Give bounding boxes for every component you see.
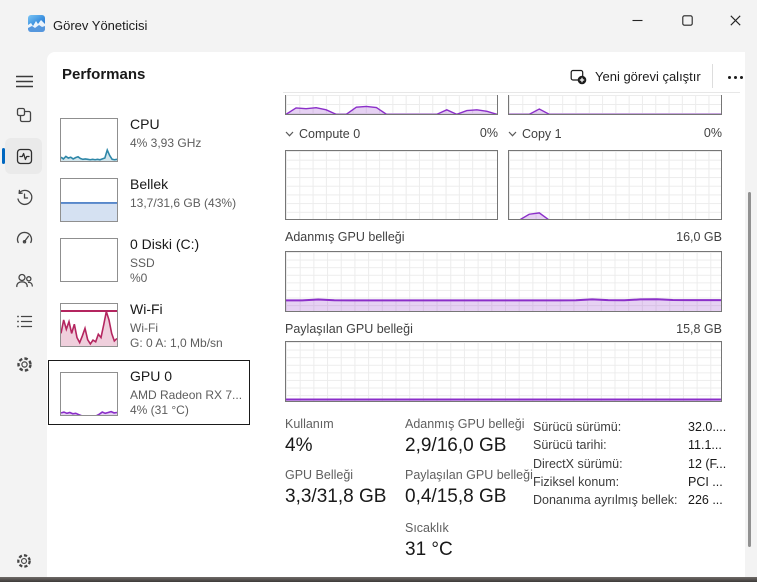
- chevron-down-icon[interactable]: [285, 131, 294, 137]
- directx-label: DirectX sürümü:: [533, 457, 623, 471]
- shared-memory-chart: [285, 341, 722, 402]
- wifi-thumbnail-chart: [60, 303, 118, 347]
- memory-subtext: 13,7/31,6 GB (43%): [130, 196, 237, 210]
- settings-button[interactable]: [9, 546, 39, 576]
- vertical-scrollbar[interactable]: [748, 192, 751, 547]
- wifi-title: Wi-Fi: [130, 301, 163, 317]
- dedicated-stat-value: 2,9/16,0 GB: [405, 435, 507, 456]
- sidebar-item-startup-apps[interactable]: [9, 223, 39, 253]
- run-new-task-label: Yeni görevi çalıştır: [595, 68, 701, 84]
- driver-version-value: 32.0....: [688, 420, 727, 434]
- gpu-engine-chart-partial-right: [508, 95, 722, 115]
- dedicated-memory-chart: [285, 251, 722, 312]
- minimize-button[interactable]: [614, 4, 660, 36]
- task-manager-app-icon: [28, 15, 45, 32]
- memory-title: Bellek: [130, 176, 169, 192]
- compute0-value: 0%: [479, 126, 498, 140]
- gpu-memory-label: GPU Belleği: [285, 468, 354, 482]
- details-list-icon: [16, 315, 32, 327]
- gear-icon: [17, 554, 31, 568]
- sidebar-item-services[interactable]: [9, 349, 39, 379]
- header-divider: [712, 64, 713, 88]
- temperature-value: 31 °C: [405, 539, 453, 560]
- physical-location-label: Fiziksel konum:: [533, 475, 620, 489]
- cpu-subtext: 4% 3,93 GHz: [130, 136, 202, 150]
- disk-title: 0 Diski (C:): [130, 236, 200, 252]
- gpu-thumbnail-chart: [60, 372, 118, 416]
- shared-memory-label: Paylaşılan GPU belleği: [285, 322, 413, 336]
- performance-icon: [16, 148, 32, 164]
- run-new-task-button[interactable]: Yeni görevi çalıştır: [570, 62, 701, 90]
- disk-thumbnail-chart: [60, 238, 118, 282]
- titlebar: Görev Yöneticisi: [0, 0, 757, 52]
- sidebar-item-app-history[interactable]: [9, 182, 39, 212]
- sidebar: [0, 52, 47, 578]
- memory-thumbnail-chart: [60, 178, 118, 222]
- gpu-memory-value: 3,3/31,8 GB: [285, 486, 387, 507]
- gpu-subtext-2: 4% (31 °C): [130, 403, 189, 417]
- sidebar-accent-pill: [2, 148, 5, 164]
- copy1-value: 0%: [703, 126, 722, 140]
- wifi-subtext-1: Wi-Fi: [130, 321, 158, 335]
- close-button[interactable]: [712, 4, 757, 36]
- copy1-chart: [508, 150, 722, 220]
- hw-reserved-memory-value: 226 ...: [688, 493, 723, 507]
- users-icon: [15, 273, 33, 287]
- usage-value: 4%: [285, 435, 313, 456]
- directx-value: 12 (F...: [688, 457, 727, 471]
- maximize-button[interactable]: [664, 4, 710, 36]
- temperature-label: Sıcaklık: [405, 521, 449, 535]
- sidebar-item-processes[interactable]: [9, 100, 39, 130]
- compute0-chart: [285, 150, 498, 220]
- window-title: Görev Yöneticisi: [53, 18, 148, 33]
- usage-label: Kullanım: [285, 417, 334, 431]
- menu-hamburger-button[interactable]: [9, 66, 39, 96]
- gpu-subtext-1: AMD Radeon RX 7...: [130, 388, 243, 402]
- driver-version-label: Sürücü sürümü:: [533, 420, 622, 434]
- gpu-title: GPU 0: [130, 368, 173, 384]
- services-cog-icon: [16, 356, 32, 372]
- sidebar-item-users[interactable]: [9, 265, 39, 295]
- compute0-header: Compute 0: [285, 126, 360, 142]
- shared-memory-scale: 15,8 GB: [676, 322, 722, 336]
- shared-stat-value: 0,4/15,8 GB: [405, 486, 507, 507]
- disk-subtext-1: SSD: [130, 256, 155, 270]
- copy1-header: Copy 1: [508, 126, 562, 142]
- processes-icon: [16, 107, 31, 122]
- scroll-top-hairline: [283, 92, 740, 93]
- hw-reserved-memory-label: Donanıma ayrılmış bellek:: [533, 493, 678, 507]
- dedicated-stat-label: Adanmış GPU belleği: [405, 417, 525, 431]
- compute0-label: Compute 0: [299, 127, 361, 141]
- gpu-engine-chart-partial-left: [285, 95, 498, 115]
- history-clock-icon: [16, 189, 32, 205]
- speedometer-icon: [16, 231, 32, 244]
- chevron-down-icon[interactable]: [508, 131, 517, 137]
- content-panel: [47, 52, 745, 578]
- sidebar-item-performance[interactable]: [9, 141, 39, 171]
- dedicated-memory-label: Adanmış GPU belleği: [285, 230, 405, 244]
- new-task-icon: [570, 69, 587, 84]
- driver-date-value: 11.1...: [688, 438, 722, 452]
- cpu-title: CPU: [130, 116, 160, 132]
- sidebar-item-details[interactable]: [9, 306, 39, 336]
- physical-location-value: PCI ...: [688, 475, 723, 489]
- cpu-thumbnail-chart: [60, 118, 118, 162]
- wifi-subtext-2: G: 0 A: 1,0 Mb/sn: [130, 336, 223, 350]
- dedicated-memory-scale: 16,0 GB: [676, 230, 722, 244]
- shared-stat-label: Paylaşılan GPU belleği: [405, 468, 533, 482]
- more-options-button[interactable]: [720, 68, 750, 86]
- driver-date-label: Sürücü tarihi:: [533, 438, 607, 452]
- wifi-total-bandwidth-line: [61, 310, 117, 312]
- copy1-label: Copy 1: [522, 127, 562, 141]
- disk-subtext-2: %0: [130, 271, 148, 285]
- page-title: Performans: [62, 66, 146, 83]
- window-bottom-edge: [0, 577, 757, 582]
